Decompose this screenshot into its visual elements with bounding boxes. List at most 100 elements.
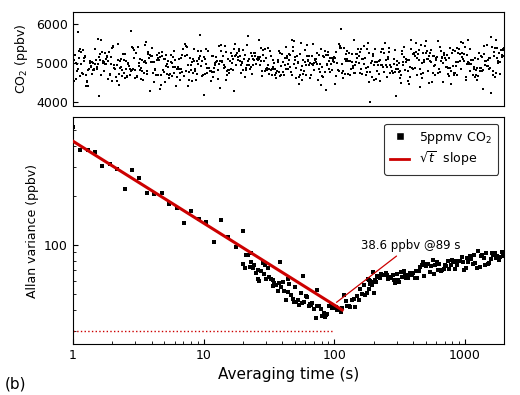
Point (91, 61, 99, 67)
Point (207, 68, 215, 74)
Point (301, 47, 309, 53)
Point (348, 65, 357, 71)
Point (217, 47, 226, 54)
Point (397, 269, 405, 275)
Point (100, 59, 108, 66)
Point (216, 85, 224, 91)
Point (91, 149, 99, 155)
Point (150, 190, 159, 197)
Point (320, 48, 329, 55)
Point (453, 45, 461, 51)
Point (469, 56, 477, 63)
Point (490, 49, 498, 56)
Point (346, 58, 354, 64)
Point (369, 269, 378, 275)
Point (213, 58, 221, 64)
Point (466, 45, 474, 52)
Point (438, 266, 446, 273)
Point (336, 42, 344, 49)
Point (339, 75, 347, 82)
Point (101, 50, 109, 56)
Point (470, 64, 478, 71)
Point (84, 83, 92, 90)
Point (470, 252, 478, 259)
Point (79, 47, 87, 53)
Point (287, 69, 295, 75)
Point (117, 64, 125, 70)
Point (240, 56, 248, 62)
Point (210, 68, 218, 75)
Point (334, 41, 343, 47)
Point (85, 60, 94, 66)
Point (160, 69, 168, 75)
Point (385, 45, 393, 51)
Point (238, 58, 246, 65)
Point (437, 47, 445, 54)
Point (454, 59, 462, 65)
Point (422, 47, 431, 54)
Point (324, 66, 333, 72)
Point (346, 304, 355, 310)
Point (427, 263, 435, 269)
Point (489, 68, 497, 74)
Point (342, 51, 350, 58)
Point (254, 267, 262, 273)
Point (199, 92, 207, 98)
Point (156, 53, 164, 60)
Point (190, 46, 198, 53)
Point (459, 258, 467, 265)
Point (188, 77, 197, 84)
Point (327, 60, 335, 67)
Point (395, 68, 404, 75)
Point (401, 67, 409, 73)
Point (126, 68, 135, 74)
Point (433, 54, 441, 60)
Point (381, 40, 389, 46)
Point (380, 272, 388, 278)
Point (261, 46, 269, 53)
Point (296, 50, 304, 56)
Point (322, 52, 330, 58)
Point (453, 71, 462, 78)
Point (353, 51, 361, 57)
Point (69, 124, 77, 130)
Point (259, 51, 268, 58)
Point (95, 54, 103, 60)
Point (306, 60, 315, 66)
Point (345, 303, 353, 309)
Point (300, 56, 308, 63)
Point (431, 72, 439, 78)
Point (209, 53, 217, 59)
Point (276, 50, 284, 56)
Point (291, 54, 299, 60)
Point (408, 65, 416, 71)
Point (92, 56, 100, 63)
Point (431, 262, 439, 269)
Point (439, 266, 448, 273)
Point (435, 66, 443, 72)
Point (228, 60, 236, 66)
Point (303, 293, 311, 300)
Point (158, 189, 166, 196)
Point (183, 43, 191, 50)
Point (359, 282, 368, 289)
Point (365, 79, 373, 85)
Point (295, 302, 303, 308)
Point (473, 77, 481, 83)
Point (292, 75, 301, 81)
Point (350, 62, 359, 68)
Point (347, 66, 355, 72)
Point (142, 71, 151, 77)
Point (417, 42, 425, 49)
Point (418, 262, 426, 269)
Point (176, 77, 185, 83)
Point (358, 71, 366, 77)
Point (491, 37, 500, 43)
Point (442, 57, 450, 64)
Point (379, 272, 387, 278)
Point (325, 303, 333, 309)
Point (442, 263, 450, 269)
Point (322, 62, 331, 68)
Point (95, 93, 103, 100)
Point (290, 299, 298, 305)
